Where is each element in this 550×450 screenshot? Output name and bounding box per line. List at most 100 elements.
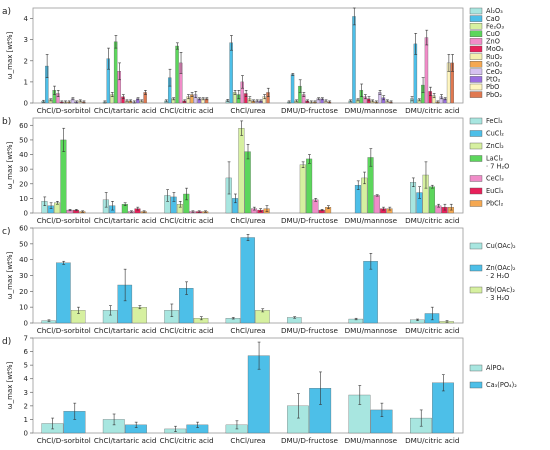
legend-label: SnO₂ bbox=[486, 60, 503, 68]
bar bbox=[176, 204, 183, 214]
y-tick-label: 50 bbox=[19, 136, 28, 144]
category-label: ChCl/citric acid bbox=[160, 326, 214, 335]
y-axis-label: ω_max [wt%] bbox=[6, 362, 14, 410]
category-label: DMU/D-fructose bbox=[281, 106, 338, 115]
y-tick-label: 30 bbox=[19, 166, 28, 174]
bar bbox=[361, 177, 368, 214]
y-tick-label: 60 bbox=[19, 122, 28, 130]
legend-swatch bbox=[469, 38, 483, 45]
bar bbox=[113, 41, 118, 104]
panel-label: c) bbox=[2, 227, 10, 237]
legend-label: PbCl₂ bbox=[486, 200, 504, 208]
legend-swatch bbox=[469, 30, 483, 37]
legend-label: Cu(OAc)₂ bbox=[486, 242, 516, 250]
y-tick-label: 60 bbox=[19, 225, 28, 233]
category-label: ChCl/D-sorbitol bbox=[37, 106, 91, 115]
bar bbox=[56, 93, 60, 104]
bar bbox=[290, 74, 295, 104]
bar bbox=[263, 208, 270, 214]
bar bbox=[428, 91, 432, 104]
legend-label: MoO₃ bbox=[486, 45, 504, 53]
category-label: ChCl/D-sorbitol bbox=[37, 216, 91, 225]
bar bbox=[410, 182, 417, 214]
y-tick-label: 0 bbox=[24, 320, 28, 328]
bar bbox=[240, 237, 255, 324]
legend-swatch bbox=[469, 264, 483, 272]
legend-label: CeO₂ bbox=[486, 68, 503, 76]
y-tick-label: 30 bbox=[19, 272, 28, 280]
legend-swatch bbox=[469, 364, 483, 372]
y-tick-label: 40 bbox=[19, 256, 28, 264]
legend-label: CeCl₃ bbox=[486, 175, 504, 183]
category-label: ChCl/urea bbox=[230, 106, 265, 115]
legend-label: Ca₃(PO₄)₂ bbox=[486, 381, 517, 389]
y-tick-label: 5 bbox=[24, 362, 28, 370]
y-axis-label: ω_max [wt%] bbox=[6, 252, 14, 300]
category-label: ChCl/D-sorbitol bbox=[37, 326, 91, 335]
panel-label: b) bbox=[2, 117, 11, 127]
category-label: ChCl/citric acid bbox=[160, 436, 214, 445]
legend-label: Fe₂O₃ bbox=[486, 22, 504, 30]
legend-label: · 3 H₂O bbox=[486, 294, 509, 302]
legend-label: Al₂O₃ bbox=[486, 7, 503, 15]
category-label: DMU/citric acid bbox=[405, 436, 459, 445]
bar bbox=[240, 81, 244, 104]
legend-swatch bbox=[469, 53, 483, 60]
y-axis-label: ω_max [wt%] bbox=[6, 32, 14, 80]
category-label: ChCl/tartaric acid bbox=[94, 216, 157, 225]
bar bbox=[251, 208, 258, 214]
category-label: ChCl/citric acid bbox=[160, 216, 214, 225]
bar bbox=[306, 158, 313, 214]
legend-swatch bbox=[469, 155, 483, 162]
bar bbox=[432, 95, 436, 104]
legend-swatch bbox=[469, 45, 483, 53]
bar bbox=[52, 90, 56, 104]
category-label: DMU/citric acid bbox=[405, 326, 459, 335]
y-tick-label: 0 bbox=[24, 210, 28, 218]
category-label: DMU/mannose bbox=[345, 326, 398, 335]
y-tick-label: 6 bbox=[24, 348, 29, 356]
panel-label: a) bbox=[2, 7, 11, 17]
bar bbox=[56, 262, 71, 324]
category-label: ChCl/tartaric acid bbox=[94, 436, 157, 445]
bar bbox=[167, 77, 172, 104]
legend-swatch bbox=[469, 187, 483, 195]
category-label: DMU/mannose bbox=[345, 436, 398, 445]
legend-label: CuO bbox=[486, 30, 500, 38]
bar bbox=[298, 85, 302, 104]
bar bbox=[60, 139, 67, 214]
bar bbox=[352, 16, 356, 104]
legend-label: Zn(OAc)₂ bbox=[486, 264, 516, 272]
bar bbox=[255, 310, 270, 324]
category-label: DMU/D-fructose bbox=[281, 216, 338, 225]
bar bbox=[41, 423, 64, 434]
y-tick-label: 2 bbox=[24, 402, 28, 410]
bar bbox=[262, 96, 266, 104]
bar bbox=[238, 128, 245, 214]
legend-swatch bbox=[469, 91, 483, 98]
category-label: ChCl/D-sorbitol bbox=[37, 436, 91, 445]
legend-swatch bbox=[469, 175, 483, 182]
bar bbox=[309, 388, 332, 434]
y-tick-label: 40 bbox=[19, 151, 28, 159]
y-tick-label: 3 bbox=[24, 389, 28, 397]
bar bbox=[244, 151, 251, 214]
y-axis-label: ω_max [wt%] bbox=[6, 142, 14, 190]
y-tick-label: 1 bbox=[24, 78, 28, 86]
bar bbox=[355, 99, 360, 104]
legend-label: CuCl₂ bbox=[486, 130, 504, 138]
bar bbox=[367, 157, 374, 214]
panel-b: b) ω_max [wt%] 0 10 20 30 40 50 60 ChCl/D-sorbito… bbox=[2, 117, 509, 225]
panel-c: c) ω_max [wt%] 0 10 20 30 40 50 60 ChCl/D-sorbito… bbox=[2, 225, 516, 336]
category-label: DMU/mannose bbox=[345, 106, 398, 115]
bar bbox=[417, 99, 421, 104]
bar bbox=[47, 205, 54, 214]
category-label: ChCl/tartaric acid bbox=[94, 106, 157, 115]
category-label: DMU/citric acid bbox=[405, 216, 459, 225]
bar bbox=[378, 92, 382, 104]
bar bbox=[410, 417, 432, 434]
legend-swatch bbox=[469, 15, 483, 22]
bar bbox=[164, 195, 171, 214]
